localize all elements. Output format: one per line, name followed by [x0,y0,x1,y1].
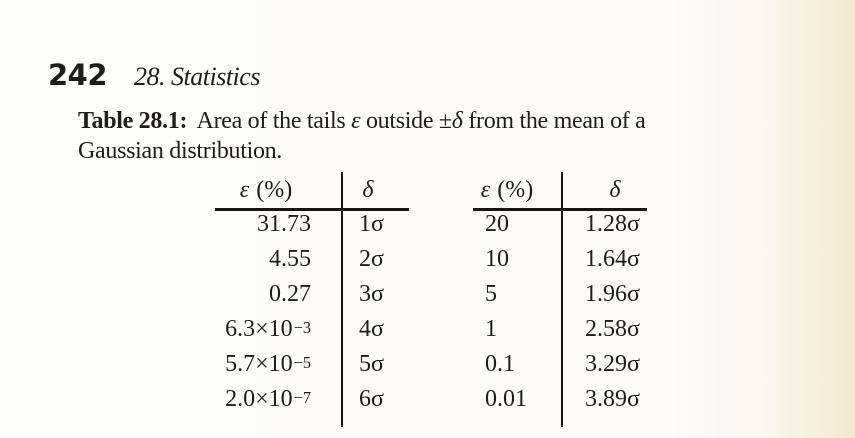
epsilon-right-value: 20 [473,207,563,242]
rule-extension [473,417,563,427]
delta-left-value: 4σ [359,316,384,342]
delta-left-value: 2σ [359,246,384,272]
table-gap [409,417,473,427]
table-gap [409,242,473,277]
mantissa: 5.7×10 [225,351,293,377]
epsilon-left-value: 5.7×10 −5 [215,347,343,382]
epsilon-right-value: 0.01 [473,382,563,417]
mantissa: 2.0×10 [225,386,293,412]
delta-right-value: 1.64σ [585,246,640,272]
table-gap [409,382,473,417]
table-gap [409,172,473,208]
table-gap [409,312,473,347]
delta-left-value: 3σ [359,281,384,307]
epsilon-left-value: 4.55 [215,242,343,277]
table-gap [409,347,473,382]
column-header-epsilon-left: ε (%) [215,172,343,211]
delta-right-value: 1.96σ [585,281,640,307]
column-header-epsilon-right: ε (%) [473,172,563,211]
epsilon-left-value: 6.3×10 −3 [215,312,343,347]
epsilon-symbol: ε [239,176,250,203]
page-number: 242 [48,58,108,92]
delta-right-value: 1.28σ [585,211,640,237]
delta-left-value: 6σ [359,386,384,412]
delta-symbol: δ [609,176,621,203]
delta-left-value: 1σ [359,211,384,237]
epsilon-left-value: 0.27 [215,277,343,312]
stats-table: ε (%) δ ε (%) δ 31.73 1σ 20 1.28σ 4.55 2σ … [215,172,647,438]
page-header: 242 28. Statistics [48,58,260,92]
caption-text: Area of the tails [192,108,352,134]
percent-label: (%) [497,176,534,203]
epsilon-right-value: 1 [473,312,563,347]
table-caption-line2: Gaussian distribution. [78,138,283,164]
delta-left-value: 5σ [359,351,384,377]
delta-right-value: 2.58σ [585,316,640,342]
column-header-delta-left: δ [343,172,409,211]
table-gap [343,417,409,427]
delta-right-value: 3.29σ [585,351,640,377]
chapter-title: 28. Statistics [134,62,260,91]
epsilon-left-value: 31.73 [215,207,343,242]
caption-text: outside ± [360,108,452,134]
table-gap [563,417,647,427]
caption-delta-symbol: δ [451,108,463,134]
table-caption-line1: Table 28.1: Area of the tails ε outside … [78,106,798,136]
rule-extension [215,417,343,427]
table-gap [409,277,473,312]
percent-label: (%) [256,176,293,203]
column-header-delta-right: δ [563,172,647,211]
epsilon-left-value: 2.0×10 −7 [215,382,343,417]
caption-label: Table 28.1: [78,108,188,134]
epsilon-symbol: ε [480,176,491,203]
caption-text: from the mean of a [462,108,646,134]
epsilon-right-value: 10 [473,242,563,277]
epsilon-right-value: 0.1 [473,347,563,382]
table-caption: Table 28.1: Area of the tails ε outside … [78,106,798,166]
delta-right-value: 3.89σ [585,386,640,412]
table-gap [409,207,473,242]
epsilon-right-value: 5 [473,277,563,312]
mantissa: 6.3×10 [225,316,293,342]
caption-epsilon-symbol: ε [351,108,361,134]
delta-symbol: δ [362,176,374,203]
